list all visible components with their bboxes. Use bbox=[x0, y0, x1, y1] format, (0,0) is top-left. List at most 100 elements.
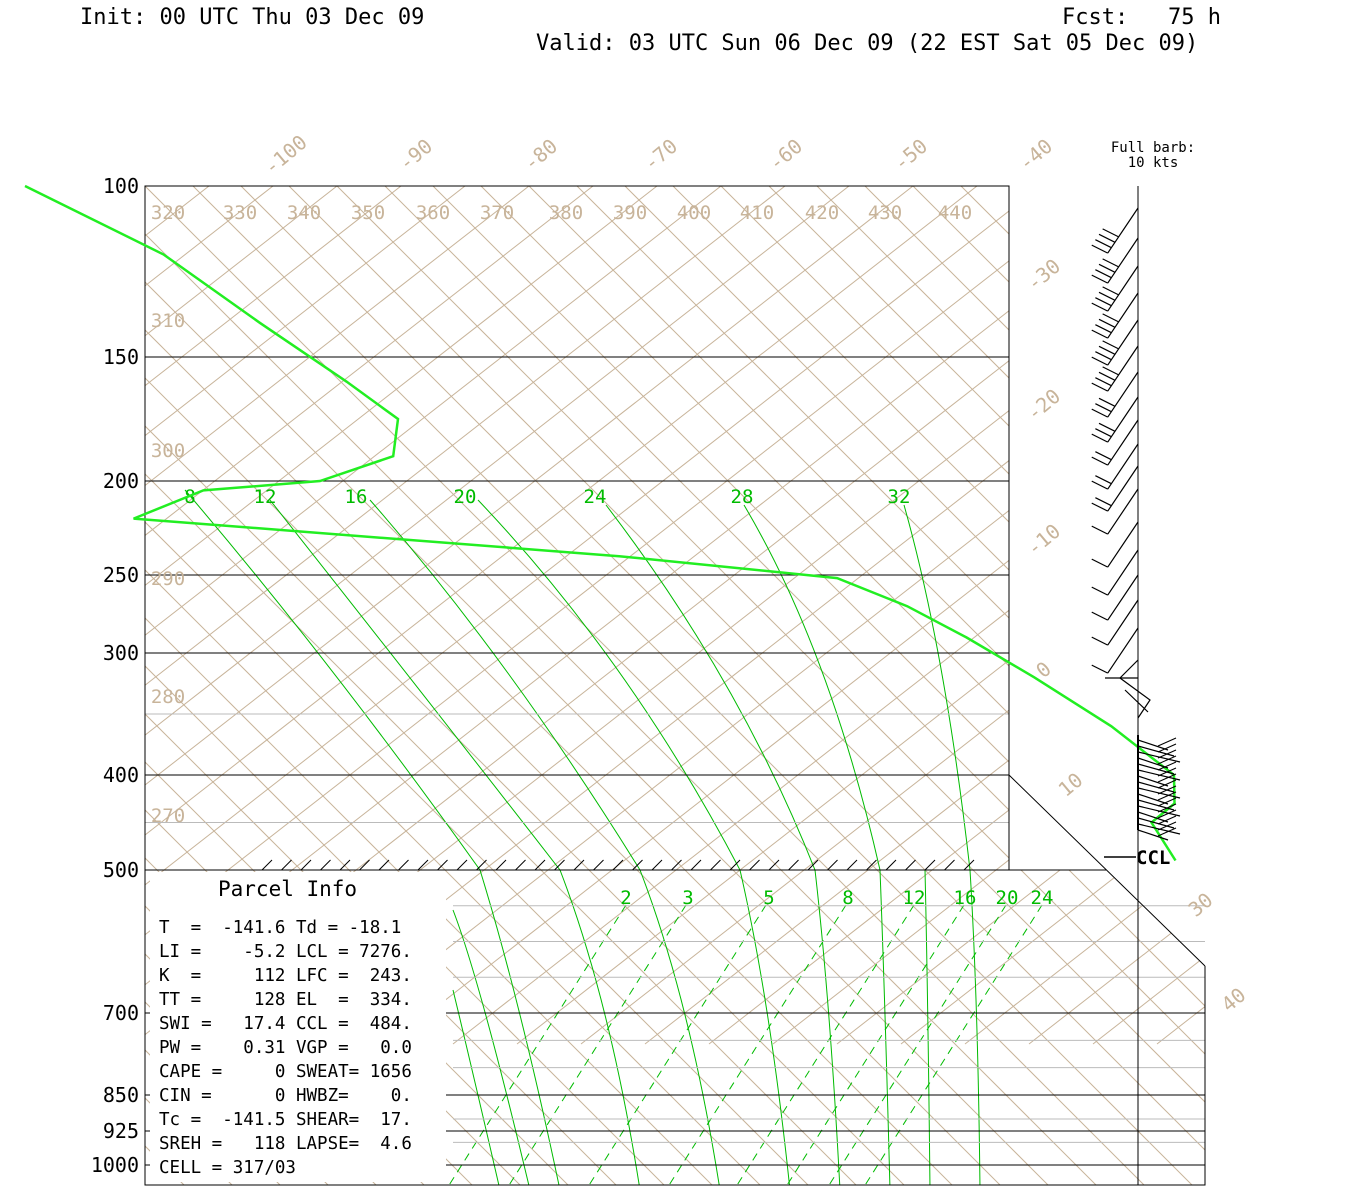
hatch-mark bbox=[924, 859, 936, 871]
theta-label: 270 bbox=[151, 805, 185, 827]
wind-barb bbox=[1091, 599, 1139, 646]
dry-adiabat-line bbox=[0, 186, 81, 1044]
dry-adiabat-line bbox=[1285, 186, 1350, 1044]
dry-adiabat-line bbox=[324, 870, 1205, 1045]
hatch-mark bbox=[905, 859, 916, 871]
temperature-label: 10 bbox=[1054, 768, 1088, 802]
isotherm-line bbox=[1249, 186, 1350, 1186]
moist-adiabat-curve bbox=[814, 870, 841, 1185]
hatch-mark bbox=[963, 859, 975, 871]
theta-label: 360 bbox=[416, 202, 450, 224]
theta-label: 400 bbox=[677, 202, 711, 224]
pressure-tick-label: 200 bbox=[103, 469, 139, 493]
temperature-label: -60 bbox=[764, 134, 807, 176]
isotherm-line bbox=[816, 186, 1009, 379]
temperature-label: -100 bbox=[259, 130, 311, 179]
parcel-info-row: K = 112 LFC = 243. bbox=[159, 966, 412, 986]
isotherm-line bbox=[960, 870, 1205, 1185]
dry-adiabat-line bbox=[145, 186, 978, 836]
isotherm-line bbox=[145, 870, 1050, 1185]
isotherm-line bbox=[816, 870, 1205, 1185]
dry-adiabat-line bbox=[145, 186, 530, 487]
mixing-ratio-label: 16 bbox=[345, 486, 368, 508]
dry-adiabat-line bbox=[803, 709, 1009, 870]
hatch-mark bbox=[885, 859, 897, 871]
dry-adiabat-line bbox=[0, 186, 17, 1044]
pressure-tick-label: 100 bbox=[103, 174, 139, 198]
isotherm-line bbox=[145, 870, 762, 1185]
dry-adiabat-line bbox=[708, 870, 1205, 1045]
hatch-mark bbox=[456, 859, 468, 871]
moist-adiabat-lines bbox=[184, 489, 981, 1185]
dry-adiabat-line bbox=[1156, 870, 1205, 1045]
dry-adiabat-line bbox=[145, 870, 146, 1045]
hatch-mark bbox=[515, 859, 526, 871]
isotherm-line bbox=[576, 186, 1009, 619]
dry-adiabat-line bbox=[1093, 186, 1350, 1044]
hatch-mark bbox=[437, 859, 448, 871]
isotherm-line bbox=[145, 473, 542, 870]
isotherm-line bbox=[1153, 186, 1350, 1186]
wind-barb bbox=[1091, 265, 1139, 312]
dry-adiabat-line bbox=[419, 410, 1009, 870]
isotherm-line bbox=[432, 186, 1009, 763]
moist-adiabat-curve bbox=[969, 870, 981, 1185]
isotherm-line bbox=[0, 186, 41, 1186]
dry-adiabat-line bbox=[901, 186, 1350, 1044]
dry-adiabat-line bbox=[291, 310, 1009, 870]
isotherm-line bbox=[768, 186, 1009, 427]
isotherm-line bbox=[1057, 186, 1350, 1186]
isotherm-line bbox=[145, 870, 906, 1185]
wind-barbs: CCL bbox=[1091, 207, 1181, 869]
init-time: Init: 00 UTC Thu 03 Dec 09 bbox=[80, 5, 425, 30]
parcel-info-row: PW = 0.31 VGP = 0.0 bbox=[159, 1038, 412, 1058]
dry-adiabat-line bbox=[836, 870, 1205, 1045]
hatch-mark bbox=[768, 859, 780, 871]
temperature-label: 40 bbox=[1217, 983, 1251, 1017]
wind-barb bbox=[1091, 345, 1139, 392]
dry-adiabat-line bbox=[739, 659, 1009, 870]
wind-barb-cluster bbox=[1105, 659, 1181, 841]
isotherm-line bbox=[288, 186, 974, 870]
mixing-ratio-label: 12 bbox=[903, 887, 926, 909]
dry-adiabat-line bbox=[995, 859, 1009, 870]
dry-adiabat-line bbox=[145, 186, 722, 636]
dry-adiabat-line bbox=[1221, 186, 1350, 1044]
dry-adiabat-line bbox=[145, 186, 786, 686]
hatch-mark bbox=[827, 859, 838, 871]
parcel-info-background bbox=[150, 872, 446, 1182]
wind-barb bbox=[1091, 521, 1139, 568]
hatch-mark bbox=[339, 859, 351, 871]
parcel-info-row: CIN = 0 HWBZ= 0. bbox=[159, 1086, 412, 1106]
dry-adiabat-line bbox=[145, 186, 402, 387]
wind-barb bbox=[1091, 627, 1139, 674]
isotherm-line bbox=[336, 186, 1009, 859]
dry-adiabat-line bbox=[1028, 870, 1205, 1045]
moist-adiabat-curve bbox=[605, 504, 816, 870]
hatch-mark bbox=[261, 859, 273, 871]
temperature-label: -50 bbox=[889, 134, 932, 176]
wind-barb bbox=[1091, 419, 1139, 466]
hatch-mark bbox=[632, 859, 643, 871]
dry-adiabat-line bbox=[516, 870, 1205, 1045]
mixing-ratio-label: 3 bbox=[682, 887, 693, 909]
hatch-mark bbox=[846, 859, 858, 871]
dry-adiabat-line bbox=[227, 260, 1009, 870]
isotherm-line bbox=[192, 186, 878, 870]
theta-label: 290 bbox=[151, 568, 185, 590]
isotherm-line bbox=[145, 870, 618, 1185]
hatch-mark bbox=[417, 859, 429, 871]
dry-adiabat-line bbox=[547, 509, 1009, 870]
dry-adiabat-line bbox=[900, 870, 1205, 1045]
isotherm-line bbox=[0, 186, 41, 1186]
dry-adiabat-line bbox=[145, 186, 914, 786]
theta-label: 340 bbox=[287, 202, 321, 224]
hatch-mark bbox=[788, 859, 799, 871]
parcel-info-row: LI = -5.2 LCL = 7276. bbox=[159, 942, 412, 962]
isotherm-line bbox=[0, 186, 89, 1186]
isotherm-line bbox=[720, 870, 1205, 1185]
isotherm-line bbox=[624, 186, 1009, 571]
hatch-mark bbox=[554, 859, 565, 871]
isotherm-line bbox=[1249, 186, 1350, 1186]
